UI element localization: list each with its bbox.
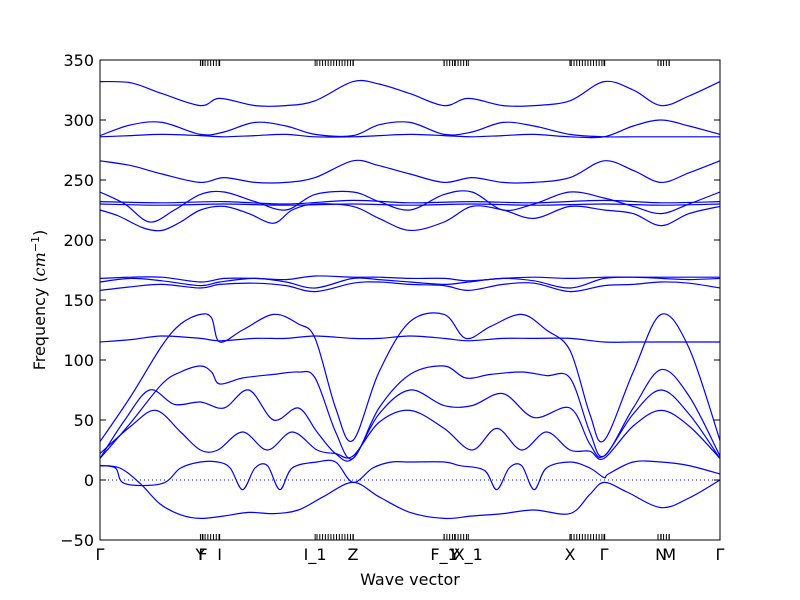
phonon-branch-11 bbox=[99, 203, 721, 232]
x-tick-label-10: X bbox=[564, 545, 575, 564]
phonon-branch-6 bbox=[99, 312, 721, 443]
x-tick-label-5: I_1 bbox=[304, 545, 327, 565]
y-axis-label: Frequency (cm−1) bbox=[29, 230, 50, 371]
phonon-branch-17 bbox=[99, 119, 721, 139]
y-tick-label: 200 bbox=[63, 231, 94, 250]
y-axis-label-unit: cm bbox=[30, 252, 49, 276]
phonon-branch-1 bbox=[99, 465, 721, 520]
x-tick-label-11: Γ bbox=[600, 545, 609, 564]
phonon-branch-3 bbox=[99, 409, 721, 460]
y-tick-label: 0 bbox=[84, 471, 94, 490]
phonon-branch-16 bbox=[99, 121, 721, 138]
y-tick-label: 100 bbox=[63, 351, 94, 370]
y-tick-label: 250 bbox=[63, 171, 94, 190]
phonon-branch-12 bbox=[99, 190, 721, 223]
y-axis-label-exponent: −1 bbox=[29, 236, 42, 252]
x-axis-label: Wave vector bbox=[360, 570, 460, 589]
x-tick-label-2: Y bbox=[195, 545, 206, 564]
phonon-branch-10 bbox=[99, 275, 720, 283]
x-tick-label-7: F_1 bbox=[430, 545, 457, 565]
y-tick-label: 50 bbox=[74, 411, 94, 430]
y-axis-label-text: Frequency ( bbox=[30, 276, 49, 370]
phonon-branch-5 bbox=[99, 365, 721, 460]
phonon-branch-13 bbox=[99, 203, 721, 206]
y-tick-label: 300 bbox=[63, 111, 94, 130]
x-axis: Γ YF I I_1 Z F_1YX_1 X Γ NM Γ bbox=[96, 60, 725, 565]
y-tick-label: −50 bbox=[60, 531, 94, 550]
y-axis-label-close: ) bbox=[30, 230, 49, 236]
x-tick-label-9: X_1 bbox=[454, 545, 483, 565]
x-tick-label-8: Y bbox=[449, 545, 460, 564]
x-tick-label-3: F bbox=[198, 545, 207, 564]
phonon-branch-14 bbox=[99, 199, 721, 205]
phonon-branch-8 bbox=[99, 281, 721, 293]
x-tick-label-13: M bbox=[662, 545, 676, 564]
x-tick-label-1: Γ bbox=[96, 545, 105, 564]
x-tick-label-4: I bbox=[217, 545, 222, 564]
phonon-branch-15 bbox=[99, 159, 721, 184]
phonon-branch-2 bbox=[99, 459, 721, 491]
x-tick-label-12: N bbox=[655, 545, 667, 564]
y-axis: −50 0 50 100 150 200 250 300 350 bbox=[60, 51, 720, 550]
phonon-branch-7 bbox=[99, 335, 720, 343]
x-tick-label-6: Z bbox=[347, 545, 358, 564]
plot-area bbox=[100, 60, 720, 540]
y-tick-label: 150 bbox=[63, 291, 94, 310]
phonon-branch-18 bbox=[99, 79, 721, 107]
x-tick-label-14: Γ bbox=[716, 545, 725, 564]
y-tick-label: 350 bbox=[63, 51, 94, 70]
series-group bbox=[99, 79, 721, 520]
